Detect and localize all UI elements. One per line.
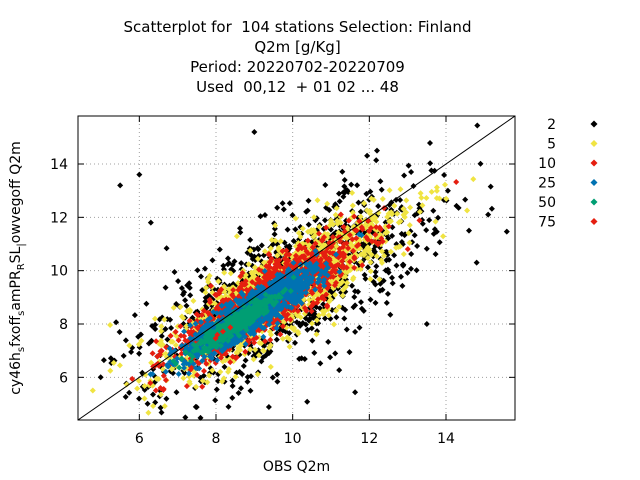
legend-marker xyxy=(590,140,598,147)
point-cloud-5 xyxy=(89,176,477,416)
title-line-1: Scatterplot for 104 stations Selection: … xyxy=(123,18,472,36)
outlier-point xyxy=(182,414,189,421)
title-line-3: Period: 20220702-20220709 xyxy=(190,58,405,76)
legend-marker xyxy=(590,198,598,206)
legend-label: 5 xyxy=(547,137,556,153)
x-axis-label: OBS Q2m xyxy=(263,459,330,475)
chart-title: Scatterplot for 104 stations Selection: … xyxy=(80,17,515,97)
legend-label: 50 xyxy=(538,195,556,211)
legend-label: 75 xyxy=(538,215,556,231)
legend-marker xyxy=(590,159,598,167)
points-level-50 xyxy=(170,274,297,371)
point-cloud-50 xyxy=(170,274,297,371)
outlier-point xyxy=(473,259,480,266)
diagonal-line xyxy=(77,115,516,421)
outlier-point xyxy=(117,182,124,189)
outlier-point xyxy=(466,227,472,234)
outlier-point xyxy=(136,171,143,178)
outlier-points xyxy=(117,129,492,421)
legend-label: 25 xyxy=(538,176,556,192)
x-tick-label: 14 xyxy=(437,431,455,447)
points-level-5 xyxy=(89,176,477,416)
one-to-one-line xyxy=(77,115,516,421)
outlier-point xyxy=(485,211,492,218)
y-tick-label: 12 xyxy=(50,210,68,226)
legend-label: 2 xyxy=(547,117,556,133)
legend-label: 10 xyxy=(538,156,556,172)
point-cloud-75 xyxy=(212,324,234,342)
y-tick-label: 10 xyxy=(50,264,68,280)
axis-ticks: 6 8 10 12 14 6 8 10 12 14 xyxy=(50,116,515,447)
x-tick-label: 12 xyxy=(360,431,378,447)
title-line-4: Used 00,12 + 01 02 ... 48 xyxy=(196,78,399,96)
x-tick-label: 10 xyxy=(284,431,302,447)
x-tick-label: 8 xyxy=(212,431,221,447)
outlier-point xyxy=(423,321,430,327)
outlier-point xyxy=(374,147,380,154)
x-tick-label: 6 xyxy=(135,431,144,447)
outlier-point xyxy=(147,219,154,226)
outlier-point xyxy=(251,129,258,135)
data-points xyxy=(89,122,510,421)
y-tick-label: 6 xyxy=(59,370,68,386)
legend-marker xyxy=(590,179,598,186)
y-tick-label: 8 xyxy=(59,317,68,333)
plot-frame xyxy=(77,115,516,421)
legend-marker xyxy=(590,120,598,128)
title-line-2: Q2m [g/Kg] xyxy=(254,38,341,56)
y-axis-label: cy46hsfxoffsamPRRSL|owvegoff Q2m xyxy=(8,141,27,395)
legend-marker xyxy=(590,218,598,225)
y-tick-label: 14 xyxy=(50,157,68,173)
points-level-75 xyxy=(212,324,234,342)
